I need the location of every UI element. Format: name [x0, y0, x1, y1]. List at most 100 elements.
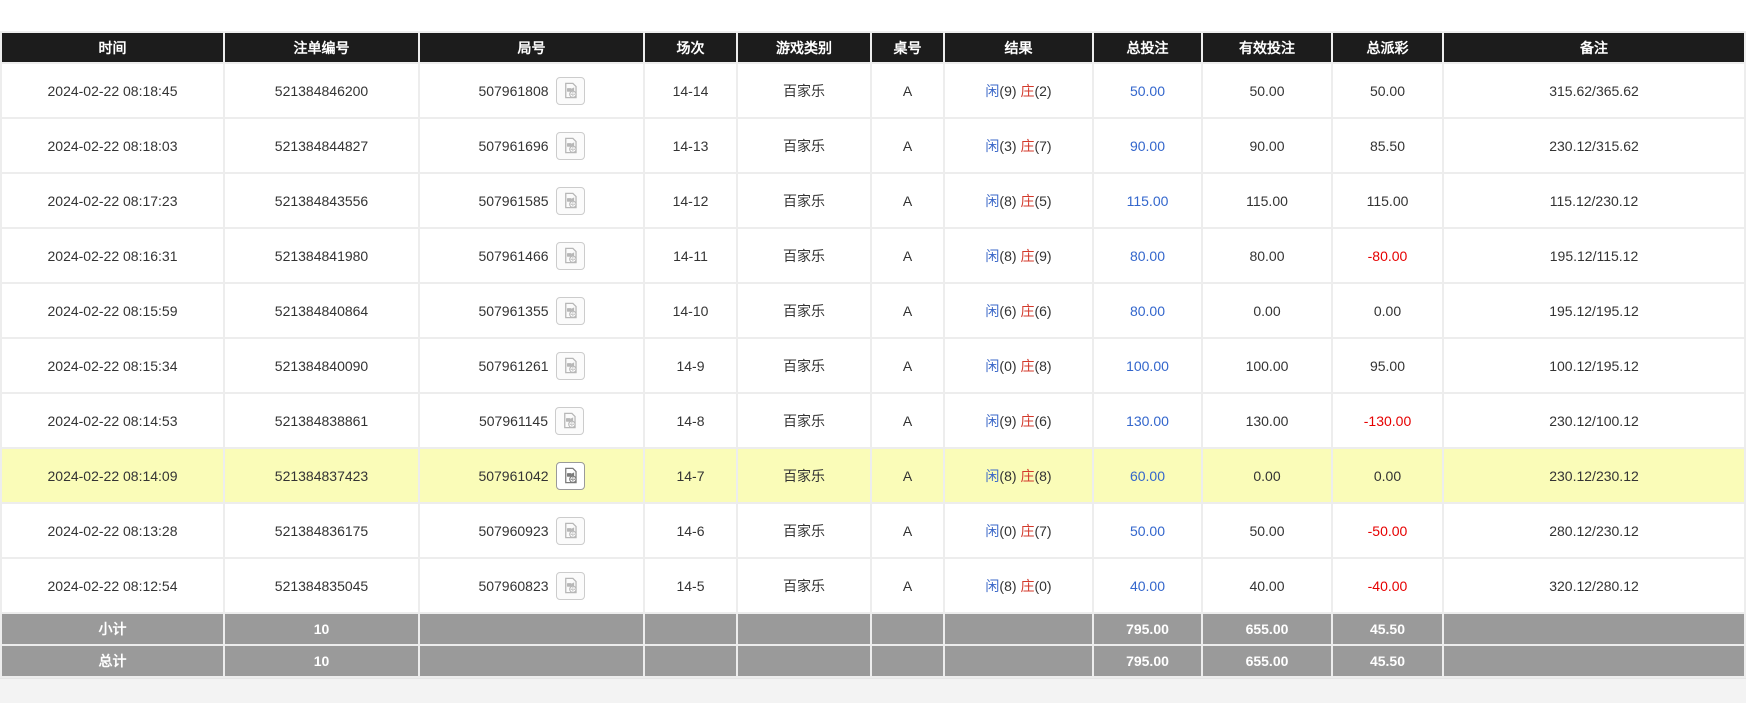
banker-points: (9) — [1034, 247, 1052, 264]
video-replay-button[interactable] — [555, 461, 585, 490]
bet-number: 521384840090 — [225, 339, 418, 392]
column-header-remark: 备注 — [1444, 33, 1744, 62]
player-label: 闲 — [985, 137, 1000, 154]
session-number: 14-7 — [645, 449, 736, 502]
summary-label: 小计 — [2, 614, 223, 644]
banker-points: (6) — [1034, 302, 1052, 319]
video-replay-button[interactable] — [555, 571, 585, 600]
player-points: (0) — [999, 522, 1017, 539]
bet-number: 521384835045 — [225, 559, 418, 612]
valid-bet: 90.00 — [1203, 119, 1331, 172]
bet-number: 521384836175 — [225, 504, 418, 557]
result-cell: 闲(0) 庄(7) — [945, 504, 1092, 557]
valid-bet: 0.00 — [1203, 284, 1331, 337]
player-label: 闲 — [985, 82, 1000, 99]
video-replay-button[interactable] — [555, 351, 585, 380]
video-replay-icon — [564, 192, 577, 209]
player-points: (8) — [999, 467, 1017, 484]
round-number-cell: 507961261 — [420, 339, 643, 392]
table-row[interactable]: 2024-02-22 08:12:54 521384835045 5079608… — [2, 559, 1744, 612]
total-payout: -50.00 — [1333, 504, 1442, 557]
total-bet-cell: 40.00 — [1094, 559, 1201, 612]
banker-points: (2) — [1034, 82, 1052, 99]
banker-label: 庄 — [1020, 247, 1035, 264]
round-number: 507960823 — [478, 577, 549, 594]
total-payout: -40.00 — [1333, 559, 1442, 612]
game-type: 百家乐 — [738, 284, 870, 337]
banker-points: (8) — [1034, 467, 1052, 484]
total-bet-link[interactable]: 40.00 — [1129, 577, 1166, 594]
video-replay-button[interactable] — [555, 131, 585, 160]
table-row[interactable]: 2024-02-22 08:15:34 521384840090 5079612… — [2, 339, 1744, 392]
valid-bet: 130.00 — [1203, 394, 1331, 447]
total-bet-cell: 60.00 — [1094, 449, 1201, 502]
table-row[interactable]: 2024-02-22 08:13:28 521384836175 5079609… — [2, 504, 1744, 557]
result-cell: 闲(9) 庄(6) — [945, 394, 1092, 447]
video-replay-button[interactable] — [555, 296, 585, 325]
round-number-cell: 507960923 — [420, 504, 643, 557]
summary-empty-cell — [420, 614, 643, 644]
total-bet-link[interactable]: 50.00 — [1129, 522, 1166, 539]
column-header-game: 游戏类别 — [738, 33, 870, 62]
result-cell: 闲(3) 庄(7) — [945, 119, 1092, 172]
result-cell: 闲(8) 庄(5) — [945, 174, 1092, 227]
remark: 195.12/195.12 — [1444, 284, 1744, 337]
bet-time: 2024-02-22 08:18:03 — [2, 119, 223, 172]
video-replay-button[interactable] — [555, 516, 585, 545]
player-label: 闲 — [985, 577, 1000, 594]
total-bet-cell: 50.00 — [1094, 504, 1201, 557]
bet-number: 521384846200 — [225, 64, 418, 117]
video-replay-icon — [564, 412, 576, 429]
total-bet-link[interactable]: 100.00 — [1126, 357, 1169, 374]
table-number: A — [872, 64, 943, 117]
video-replay-button[interactable] — [555, 76, 585, 105]
total-bet-link[interactable]: 80.00 — [1129, 247, 1166, 264]
table-row[interactable]: 2024-02-22 08:14:53 521384838861 5079611… — [2, 394, 1744, 447]
round-number-cell: 507961042 — [420, 449, 643, 502]
summary-row: 小计 10 795.00 655.00 45.50 — [2, 614, 1744, 644]
bet-time: 2024-02-22 08:13:28 — [2, 504, 223, 557]
table-row[interactable]: 2024-02-22 08:16:31 521384841980 5079614… — [2, 229, 1744, 282]
total-bet-link[interactable]: 60.00 — [1129, 467, 1166, 484]
total-bet-cell: 130.00 — [1094, 394, 1201, 447]
game-type: 百家乐 — [738, 229, 870, 282]
table-header: 时间 注单编号 局号 场次 游戏类别 桌号 结果 总投注 有效投注 总派彩 备注 — [2, 33, 1744, 62]
banker-points: (7) — [1034, 522, 1052, 539]
video-replay-button[interactable] — [555, 186, 585, 215]
video-replay-icon — [564, 82, 577, 99]
valid-bet: 0.00 — [1203, 449, 1331, 502]
total-bet-cell: 90.00 — [1094, 119, 1201, 172]
player-points: (9) — [999, 412, 1017, 429]
table-row[interactable]: 2024-02-22 08:18:45 521384846200 5079618… — [2, 64, 1744, 117]
total-bet-link[interactable]: 50.00 — [1129, 82, 1166, 99]
total-bet-link[interactable]: 90.00 — [1129, 137, 1166, 154]
session-number: 14-8 — [645, 394, 736, 447]
game-type: 百家乐 — [738, 449, 870, 502]
player-points: (8) — [999, 192, 1017, 209]
result-cell: 闲(8) 庄(9) — [945, 229, 1092, 282]
table-row[interactable]: 2024-02-22 08:15:59 521384840864 5079613… — [2, 284, 1744, 337]
valid-bet: 100.00 — [1203, 339, 1331, 392]
table-number: A — [872, 394, 943, 447]
summary-empty-cell — [420, 646, 643, 676]
table-number: A — [872, 119, 943, 172]
table-body: 2024-02-22 08:18:45 521384846200 5079618… — [2, 64, 1744, 612]
round-number: 507961585 — [478, 192, 549, 209]
table-row[interactable]: 2024-02-22 08:14:09 521384837423 5079610… — [2, 449, 1744, 502]
total-bet-cell: 50.00 — [1094, 64, 1201, 117]
game-type: 百家乐 — [738, 174, 870, 227]
player-label: 闲 — [985, 467, 1000, 484]
video-replay-button[interactable] — [555, 241, 585, 270]
round-number-cell: 507961355 — [420, 284, 643, 337]
total-payout: 0.00 — [1333, 284, 1442, 337]
video-replay-button[interactable] — [555, 406, 585, 435]
banker-label: 庄 — [1020, 357, 1035, 374]
total-payout: 115.00 — [1333, 174, 1442, 227]
table-row[interactable]: 2024-02-22 08:17:23 521384843556 5079615… — [2, 174, 1744, 227]
total-bet-link[interactable]: 115.00 — [1126, 192, 1169, 209]
bet-time: 2024-02-22 08:17:23 — [2, 174, 223, 227]
table-row[interactable]: 2024-02-22 08:18:03 521384844827 5079616… — [2, 119, 1744, 172]
total-bet-link[interactable]: 130.00 — [1126, 412, 1169, 429]
round-number-cell: 507961696 — [420, 119, 643, 172]
total-bet-link[interactable]: 80.00 — [1129, 302, 1166, 319]
